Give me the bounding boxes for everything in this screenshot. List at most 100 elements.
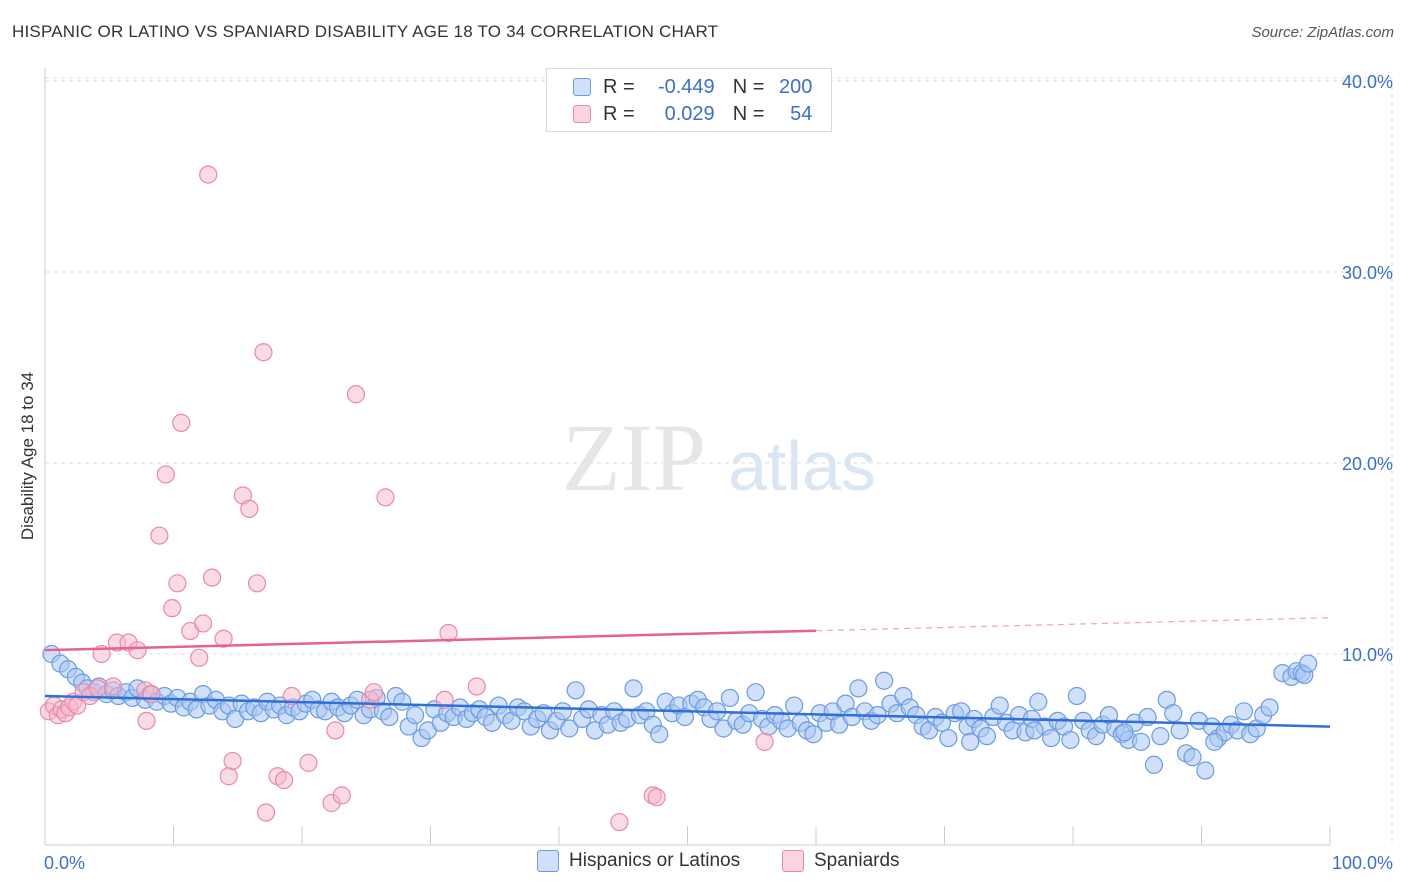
data-point-hispanics <box>393 692 412 711</box>
data-point-spaniards <box>223 751 242 771</box>
data-point-hispanics <box>1299 654 1318 673</box>
legend-n-label: N = <box>732 75 765 98</box>
legend-item-hispanics[interactable]: Hispanics or Latinos <box>537 850 740 872</box>
data-point-hispanics <box>380 707 399 727</box>
watermark-zip: ZIP <box>562 404 706 511</box>
legend-n-label: N = <box>732 102 765 125</box>
data-point-spaniards <box>193 614 213 633</box>
legend-label-spaniards: Spaniards <box>814 850 900 871</box>
data-point-spaniards <box>128 641 147 660</box>
data-point-spaniards <box>199 165 218 184</box>
data-point-hispanics <box>720 688 740 708</box>
legend-item-spaniards[interactable]: Spaniards <box>782 850 900 872</box>
data-point-hispanics <box>746 683 765 702</box>
chart-title: HISPANIC OR LATINO VS SPANIARD DISABILIT… <box>12 22 719 41</box>
data-point-hispanics <box>1234 702 1254 721</box>
data-point-spaniards <box>190 648 209 667</box>
data-point-hispanics <box>1144 755 1164 774</box>
data-point-spaniards <box>610 812 629 832</box>
data-point-hispanics <box>1260 698 1279 717</box>
y-tick-label: 10.0% <box>1342 645 1393 665</box>
data-point-spaniards <box>467 677 486 696</box>
legend-row-hispanics: R = -0.449 N = 200 <box>573 74 812 100</box>
data-point-hispanics <box>849 679 868 698</box>
watermark: ZIP atlas <box>562 404 876 511</box>
trend-line-hispanics <box>44 694 1331 728</box>
series-legend: Hispanics or Latinos Spaniards <box>0 850 1406 880</box>
data-point-hispanics <box>1196 761 1215 780</box>
data-point-hispanics <box>1151 727 1170 746</box>
data-point-spaniards <box>274 770 294 790</box>
legend-row-spaniards: R = 0.029 N = 54 <box>573 101 812 127</box>
data-point-spaniards <box>364 683 384 702</box>
trend-line-spaniards-projection <box>815 617 1331 632</box>
y-tick-label: 20.0% <box>1342 454 1393 474</box>
legend-r-label: R = <box>603 75 635 98</box>
data-point-spaniards <box>150 526 169 545</box>
data-point-hispanics <box>1132 732 1151 751</box>
y-axis-label: Disability Age 18 to 34 <box>18 371 37 541</box>
data-point-hispanics <box>1164 704 1183 723</box>
data-point-spaniards <box>332 786 351 805</box>
data-point-spaniards <box>202 568 222 587</box>
data-point-spaniards <box>168 574 187 593</box>
data-point-hispanics <box>1025 721 1044 740</box>
data-point-hispanics <box>990 696 1009 715</box>
data-point-spaniards <box>247 574 267 593</box>
data-point-spaniards <box>254 343 273 362</box>
data-point-spaniards <box>346 385 366 404</box>
data-point-spaniards <box>282 686 301 706</box>
data-point-hispanics <box>977 727 997 746</box>
series-spaniards-points <box>39 165 774 832</box>
data-point-hispanics <box>1067 686 1086 706</box>
data-point-hispanics <box>624 679 643 698</box>
data-point-hispanics <box>560 719 579 738</box>
data-point-hispanics <box>566 681 585 700</box>
data-point-spaniards <box>163 599 182 618</box>
data-point-spaniards <box>326 721 345 740</box>
data-point-spaniards <box>137 711 156 730</box>
data-point-spaniards <box>755 732 774 751</box>
data-point-spaniards <box>439 623 458 643</box>
data-point-spaniards <box>256 803 276 822</box>
tick-labels: 10.0% 20.0% 30.0% 40.0% 0.0% 100.0% <box>44 72 1393 873</box>
data-point-hispanics <box>1183 748 1202 767</box>
data-point-spaniards <box>647 788 666 807</box>
data-point-spaniards <box>299 753 318 772</box>
data-point-hispanics <box>650 725 669 744</box>
data-point-spaniards <box>142 685 161 704</box>
data-point-spaniards <box>435 690 454 709</box>
legend-swatch-pink <box>782 850 804 872</box>
y-tick-label: 30.0% <box>1342 263 1393 283</box>
data-point-spaniards <box>214 629 233 648</box>
legend-swatch-pink <box>573 105 591 123</box>
x-tick-label: 0.0% <box>44 853 85 873</box>
data-point-hispanics <box>1115 723 1134 742</box>
legend-label-hispanics: Hispanics or Latinos <box>569 850 741 871</box>
data-point-spaniards <box>240 499 259 518</box>
data-point-hispanics <box>1205 732 1224 751</box>
data-point-hispanics <box>405 706 425 725</box>
legend-n-value: 200 <box>779 75 813 98</box>
data-point-hispanics <box>1029 692 1048 711</box>
data-point-hispanics <box>553 702 572 721</box>
legend-r-value: 0.029 <box>664 102 715 125</box>
data-point-spaniards <box>219 767 238 786</box>
data-point-hispanics <box>1042 728 1061 748</box>
legend-r-label: R = <box>603 102 635 125</box>
y-tick-label: 40.0% <box>1342 72 1393 92</box>
data-point-hispanics <box>785 696 804 715</box>
source-label: Source: ZipAtlas.com <box>1251 24 1394 41</box>
data-point-hispanics <box>939 728 958 748</box>
data-point-spaniards <box>156 465 175 484</box>
legend-swatch-blue <box>573 78 591 96</box>
data-point-hispanics <box>875 671 894 690</box>
data-point-spaniards <box>172 413 191 432</box>
trend-line-spaniards <box>44 629 817 652</box>
data-point-spaniards <box>88 679 107 698</box>
correlation-legend: R = -0.449 N = 200 R = 0.029 N = 54 <box>546 68 832 132</box>
data-point-hispanics <box>1061 730 1080 750</box>
legend-n-value: 54 <box>790 102 813 125</box>
data-point-hispanics <box>804 725 823 744</box>
